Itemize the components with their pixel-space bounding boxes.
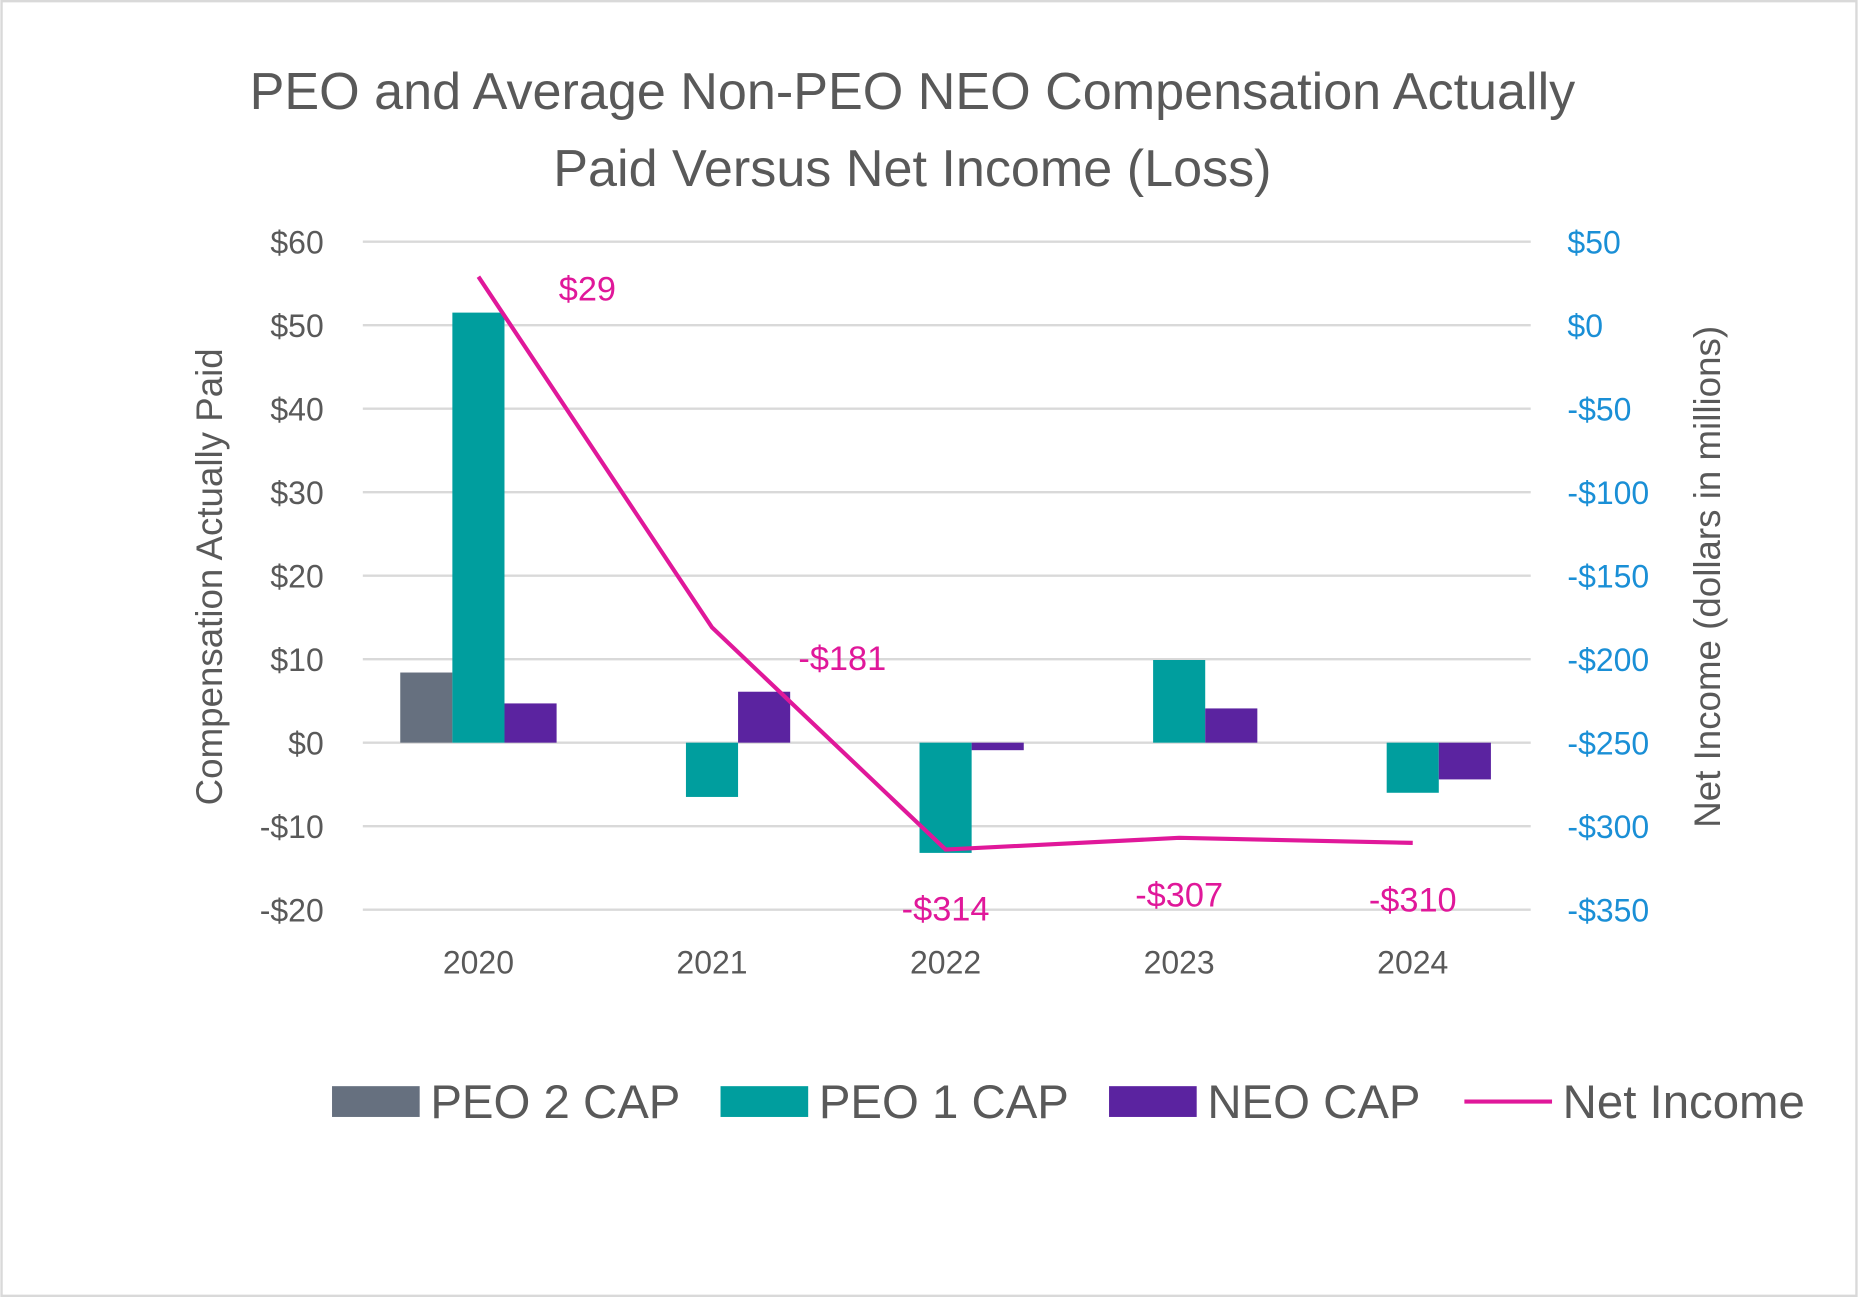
x-tick-label: 2021 [676, 945, 747, 981]
legend-label-net-income: Net Income [1563, 1076, 1805, 1129]
y-tick-label: $10 [270, 642, 323, 678]
x-tick-label: 2023 [1144, 945, 1215, 981]
y-tick-label: $30 [270, 475, 323, 511]
y2-tick-label: -$350 [1567, 893, 1649, 929]
chart-title-line-1: PEO and Average Non-PEO NEO Compensation… [250, 63, 1576, 121]
y2-tick-label: -$100 [1567, 475, 1649, 511]
y-tick-label: $40 [270, 391, 323, 427]
bar-peo-1-cap-2023 [1153, 659, 1206, 743]
y2-tick-label: $50 [1567, 224, 1620, 260]
y-tick-label: $0 [288, 726, 324, 762]
bar-neo-cap-2020 [504, 703, 557, 743]
y2-tick-label: -$250 [1567, 726, 1649, 762]
net-income-data-label: -$310 [1369, 882, 1457, 920]
chart-title-line-2: Paid Versus Net Income (Loss) [553, 140, 1271, 198]
bar-neo-cap-2023 [1205, 708, 1258, 743]
legend-swatch-peo-1-cap [720, 1086, 809, 1117]
y2-tick-label: -$150 [1567, 558, 1649, 594]
bar-neo-cap-2022 [971, 742, 1024, 751]
bar-peo-1-cap-2024 [1386, 742, 1439, 793]
bar-peo-1-cap-2020 [452, 312, 505, 743]
net-income-data-label: -$314 [902, 891, 990, 929]
y2-tick-label: $0 [1567, 308, 1603, 344]
y-tick-label: -$10 [260, 809, 324, 845]
net-income-data-label: -$181 [798, 640, 886, 678]
bar-neo-cap-2021 [738, 691, 791, 743]
net-income-line [476, 275, 1413, 852]
x-tick-label: 2022 [910, 945, 981, 981]
bar-peo-1-cap-2021 [685, 742, 739, 797]
legend-label-neo-cap: NEO CAP [1207, 1076, 1420, 1129]
legend-label-peo-2-cap: PEO 2 CAP [430, 1076, 680, 1129]
bar-neo-cap-2024 [1438, 742, 1491, 780]
y2-tick-label: -$300 [1567, 809, 1649, 845]
legend-label-peo-1-cap: PEO 1 CAP [819, 1076, 1069, 1129]
x-tick-label: 2020 [443, 945, 514, 981]
x-tick-label: 2024 [1377, 945, 1448, 981]
net-income-data-label: $29 [559, 270, 616, 308]
y-tick-label: -$20 [260, 893, 324, 929]
legend-swatch-neo-cap [1109, 1086, 1197, 1117]
y2-tick-label: -$200 [1567, 642, 1649, 678]
net-income-data-label: -$307 [1135, 877, 1223, 915]
y-tick-label: $20 [270, 558, 323, 594]
bar-peo-1-cap-2022 [919, 742, 972, 853]
y-tick-label: $60 [270, 224, 323, 260]
legend-swatch-peo-2-cap [332, 1086, 420, 1117]
bar-peo-2-cap-2020 [400, 672, 453, 743]
y2-axis-label: Net Income (dollars in millions) [1687, 326, 1728, 828]
y-tick-label: $50 [270, 308, 323, 344]
y2-tick-label: -$50 [1567, 391, 1631, 427]
y-axis-label: Compensation Actually Paid [189, 348, 230, 805]
